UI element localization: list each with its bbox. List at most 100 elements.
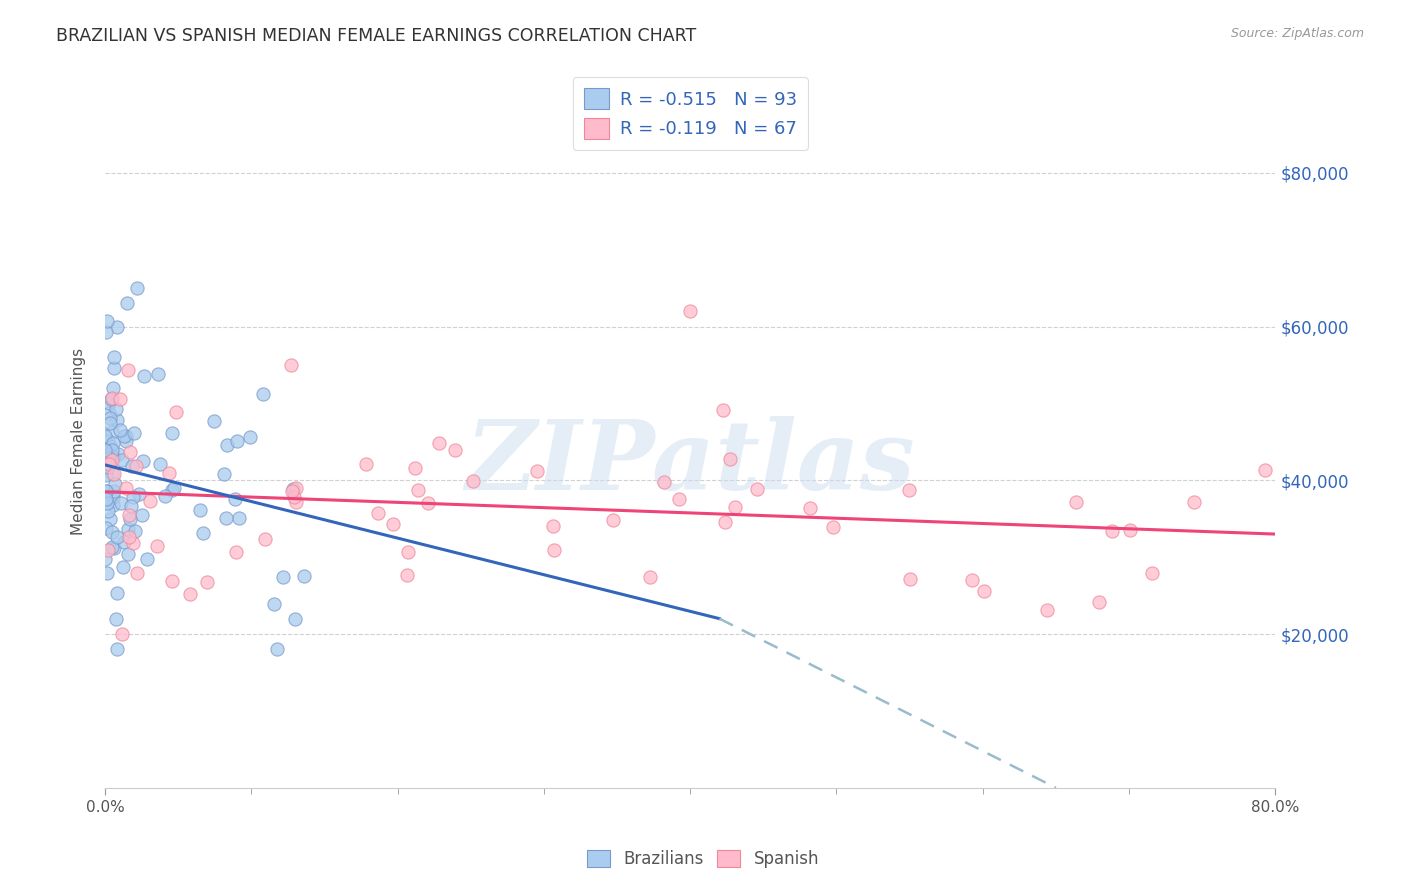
Point [217, 438, 239, 452]
Point [111, 559, 134, 574]
Point [127, 281, 149, 295]
Point [271, 569, 294, 583]
Point [679, 304, 702, 318]
Point [898, 573, 921, 587]
Point [97, 406, 120, 420]
Point [94, 443, 117, 458]
Point [541, 519, 564, 533]
Point [103, 484, 125, 499]
Point [543, 543, 565, 558]
Point [122, 490, 145, 504]
Point [1253, 463, 1275, 477]
Point [104, 477, 127, 491]
Point [105, 530, 128, 544]
Point [118, 530, 141, 544]
Point [745, 483, 768, 497]
Point [195, 575, 218, 590]
Point [97, 434, 120, 449]
Point [162, 481, 184, 495]
Point [117, 547, 139, 561]
Point [1088, 595, 1111, 609]
Point [105, 642, 128, 657]
Point [960, 573, 983, 587]
Point [101, 540, 124, 554]
Point [122, 536, 145, 550]
Point [97, 543, 120, 558]
Point [97, 396, 120, 410]
Point [406, 483, 429, 497]
Point [121, 458, 143, 473]
Point [100, 443, 122, 458]
Point [94, 429, 117, 443]
Point [94, 552, 117, 566]
Point [404, 461, 426, 475]
Point [100, 452, 122, 467]
Point [718, 451, 741, 466]
Point [115, 428, 138, 442]
Point [1101, 524, 1123, 539]
Point [443, 442, 465, 457]
Point [117, 363, 139, 377]
Point [112, 535, 135, 549]
Point [110, 627, 132, 641]
Point [105, 586, 128, 600]
Legend: Brazilians, Spanish: Brazilians, Spanish [581, 843, 825, 875]
Legend: R = -0.515   N = 93, R = -0.119   N = 67: R = -0.515 N = 93, R = -0.119 N = 67 [572, 78, 807, 150]
Point [105, 319, 128, 334]
Point [96, 326, 118, 340]
Point [124, 524, 146, 539]
Point [100, 392, 122, 407]
Point [367, 506, 389, 520]
Point [526, 464, 548, 478]
Point [212, 467, 235, 482]
Point [103, 467, 125, 481]
Point [103, 541, 125, 556]
Point [202, 414, 225, 428]
Point [354, 457, 377, 471]
Point [396, 567, 419, 582]
Point [157, 467, 180, 481]
Point [973, 583, 995, 598]
Point [104, 612, 127, 626]
Point [724, 500, 747, 514]
Point [427, 436, 450, 450]
Point [96, 491, 118, 506]
Y-axis label: Median Female Earnings: Median Female Earnings [72, 348, 86, 535]
Point [381, 516, 404, 531]
Point [98, 450, 121, 465]
Point [160, 483, 183, 498]
Point [224, 545, 246, 559]
Point [96, 314, 118, 328]
Point [281, 482, 304, 496]
Point [103, 360, 125, 375]
Point [228, 511, 250, 525]
Point [285, 495, 308, 509]
Point [263, 597, 285, 611]
Point [135, 552, 157, 566]
Point [153, 489, 176, 503]
Point [165, 404, 187, 418]
Text: ZIPatlas: ZIPatlas [465, 416, 915, 509]
Point [101, 435, 124, 450]
Point [1119, 523, 1142, 537]
Point [111, 453, 134, 467]
Point [118, 508, 141, 522]
Point [98, 417, 121, 431]
Point [224, 491, 246, 506]
Point [96, 521, 118, 535]
Point [145, 539, 167, 553]
Point [105, 402, 128, 417]
Point [799, 501, 821, 516]
Point [101, 425, 124, 439]
Point [416, 496, 439, 510]
Point [131, 508, 153, 522]
Text: Source: ZipAtlas.com: Source: ZipAtlas.com [1230, 27, 1364, 40]
Point [98, 457, 121, 471]
Point [149, 458, 172, 472]
Point [1182, 495, 1205, 509]
Point [127, 566, 149, 580]
Point [96, 566, 118, 581]
Point [285, 481, 308, 495]
Point [160, 426, 183, 441]
Point [118, 512, 141, 526]
